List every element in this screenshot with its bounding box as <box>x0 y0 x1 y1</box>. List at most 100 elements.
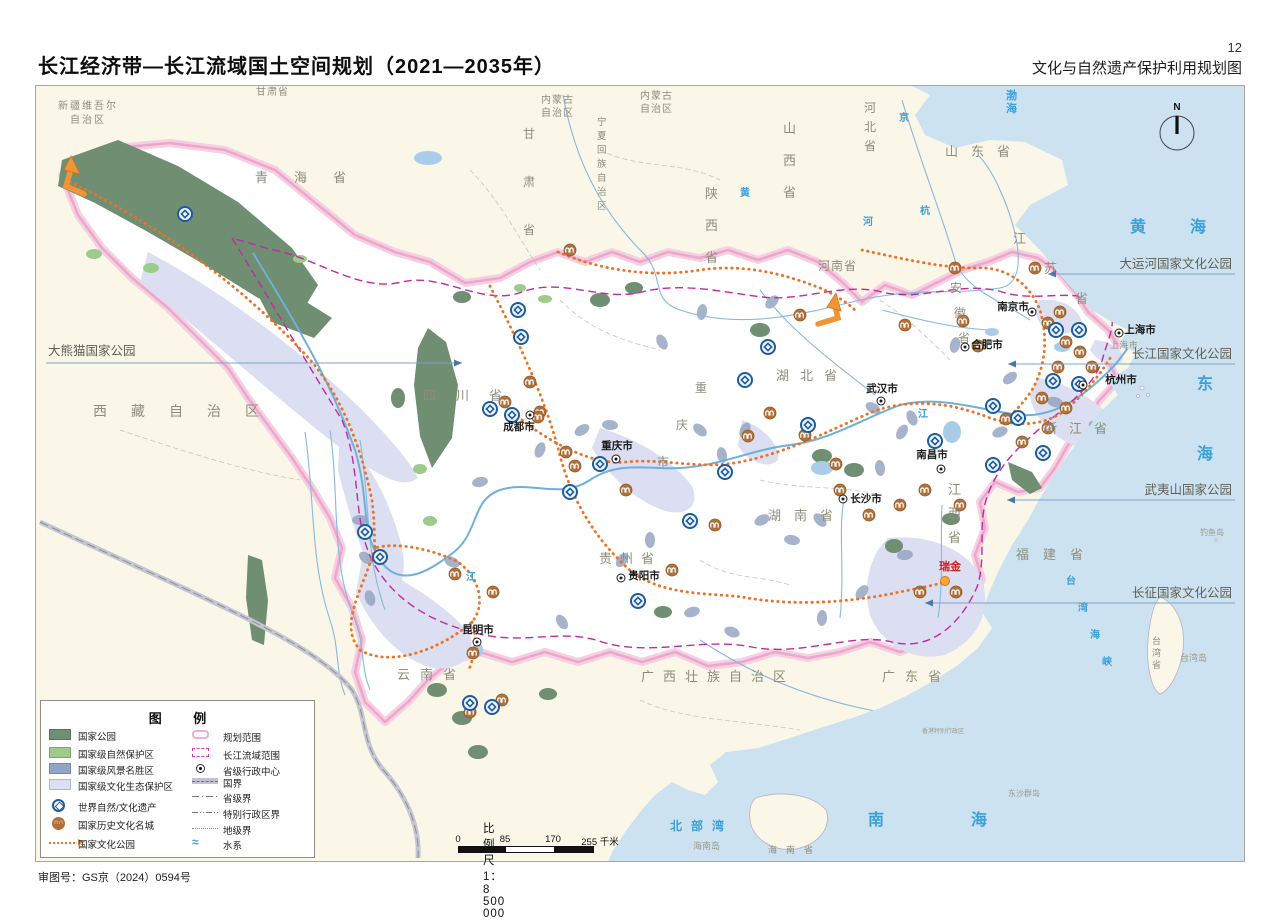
historic-city-icon <box>563 243 577 257</box>
world-heritage-icon <box>1010 410 1026 426</box>
province-label: 重庆市 <box>657 381 707 469</box>
historic-city-icon <box>466 646 480 660</box>
legend-label: 水系 <box>223 841 243 852</box>
hainan-island <box>749 793 828 850</box>
river-label: 黄 <box>740 186 750 199</box>
callout-arrow-icon <box>1048 270 1056 278</box>
historic-city-icon <box>448 567 462 581</box>
geo-label: 台湾岛 <box>1180 652 1207 663</box>
province-boundary-swatch <box>192 796 218 797</box>
province-label: 四川省 <box>423 388 522 403</box>
world-heritage-icon <box>52 799 65 812</box>
historic-city-icon <box>708 518 722 532</box>
national-boundary-line <box>39 521 419 859</box>
sar-boundary-swatch <box>192 812 218 813</box>
world-heritage-icon <box>357 524 373 540</box>
plan-range-swatch <box>192 730 209 739</box>
callout-arrow-icon <box>1008 360 1016 368</box>
sea-label: 台湾海峡 <box>1066 574 1112 668</box>
legend-label: 国家级自然保护区 <box>78 750 155 761</box>
historic-city-icon <box>918 483 932 497</box>
map-approval-number: 审图号：GS京（2024）0594号 <box>38 872 191 884</box>
sea-area <box>608 85 1245 862</box>
historic-city-icon <box>833 483 847 497</box>
city-label: 南昌市 <box>916 448 948 461</box>
admin-center-marker <box>525 410 535 420</box>
world-heritage-icon <box>985 457 1001 473</box>
callout-label: 大熊猫国家公园 <box>48 343 136 358</box>
historic-city-icon <box>1051 360 1065 374</box>
historic-city-icon <box>1028 261 1042 275</box>
historic-city-icon <box>793 308 807 322</box>
historic-city-icon <box>486 585 500 599</box>
province-label: 自治区 <box>70 113 106 126</box>
city-label: 长沙市 <box>850 492 882 505</box>
world-heritage-icon <box>462 695 478 711</box>
city-label: 瑞金 <box>939 559 962 573</box>
historic-city-icon <box>953 498 967 512</box>
province-label: 陕西省 <box>705 186 718 265</box>
province-label: 自治区 <box>640 102 673 115</box>
scenic-area-swatch <box>49 763 71 774</box>
world-heritage-icon <box>1035 445 1051 461</box>
basin-range-swatch <box>192 748 209 757</box>
historic-city-icon <box>1035 391 1049 405</box>
province-label: 内蒙古 <box>640 89 673 102</box>
scale-tick: 0 <box>455 834 461 845</box>
page-title: 长江经济带—长江流域国土空间规划（2021—2035年） <box>38 56 555 78</box>
scale-segment <box>554 847 593 852</box>
legend-label: 国家文化公园 <box>78 840 136 851</box>
world-heritage-icon <box>372 549 388 565</box>
geo-label: 海南岛 <box>693 840 720 851</box>
callout-arrow-icon <box>454 359 462 367</box>
callout-label: 长江国家文化公园 <box>1132 346 1232 361</box>
city-label: 合肥市 <box>970 338 1003 351</box>
province-label: 江苏省 <box>1013 231 1088 306</box>
scale-tick: 255 千米 <box>581 837 619 848</box>
prefecture-boundary-swatch <box>192 828 218 829</box>
province-label: 甘肃省 <box>256 85 289 98</box>
world-heritage-icon <box>985 398 1001 414</box>
admin-center-marker <box>876 396 886 406</box>
river-label: 江 <box>918 407 928 420</box>
small-island <box>1136 394 1140 398</box>
planning-map: 新疆维吾尔自治区甘肃省青海省甘肃省内蒙古自治区内蒙古自治区宁夏回族自治区陕西省山… <box>35 85 1245 862</box>
historic-site-marker <box>940 576 950 586</box>
admin-center-marker <box>960 342 970 352</box>
admin-center-marker <box>838 494 848 504</box>
callout-label: 长征国家文化公园 <box>1132 585 1232 600</box>
legend-title: 图 例 <box>148 711 221 726</box>
world-heritage-icon <box>1071 322 1087 338</box>
geo-label: 香港特别行政区 <box>922 727 964 735</box>
province-label: 湖北省 <box>776 368 848 383</box>
world-heritage-icon <box>504 407 520 423</box>
water-system-icon <box>192 835 199 849</box>
admin-center-marker <box>1114 328 1124 338</box>
province-label: 自治区 <box>541 106 574 119</box>
historic-city-icons <box>448 243 1099 719</box>
admin-center-marker <box>472 637 482 647</box>
yangtze-basin-boundary <box>230 236 1113 651</box>
geo-label: 东沙群岛 <box>1008 788 1040 798</box>
province-label: 云南省 <box>397 667 466 682</box>
callout-label: 武夷山国家公园 <box>1144 482 1232 497</box>
historic-city-icon <box>523 375 537 389</box>
legend-label: 国家历史文化名城 <box>78 821 155 832</box>
historic-city-icon <box>862 508 876 522</box>
province-label: 宁夏回族自治区 <box>597 116 607 212</box>
province-label: 山西省 <box>783 121 796 200</box>
scale-tick: 170 <box>545 834 561 845</box>
historic-city-icon <box>1085 360 1099 374</box>
scenic-areas <box>352 295 1102 638</box>
legend-label: 国家级风景名胜区 <box>78 766 155 777</box>
world-heritage-icon <box>484 699 500 715</box>
legend-panel: 图 例 国家公园 国家级自然保护区 国家级风景名胜区 国家级文化生态保护区 世界… <box>40 700 315 858</box>
historic-city-icon <box>741 429 755 443</box>
small-island <box>1214 538 1218 542</box>
world-heritage-icon <box>760 339 776 355</box>
callout-label: 大运河国家文化公园 <box>1119 256 1232 271</box>
world-heritage-icon <box>1045 373 1061 389</box>
legend-label: 国家级文化生态保护区 <box>78 782 174 793</box>
